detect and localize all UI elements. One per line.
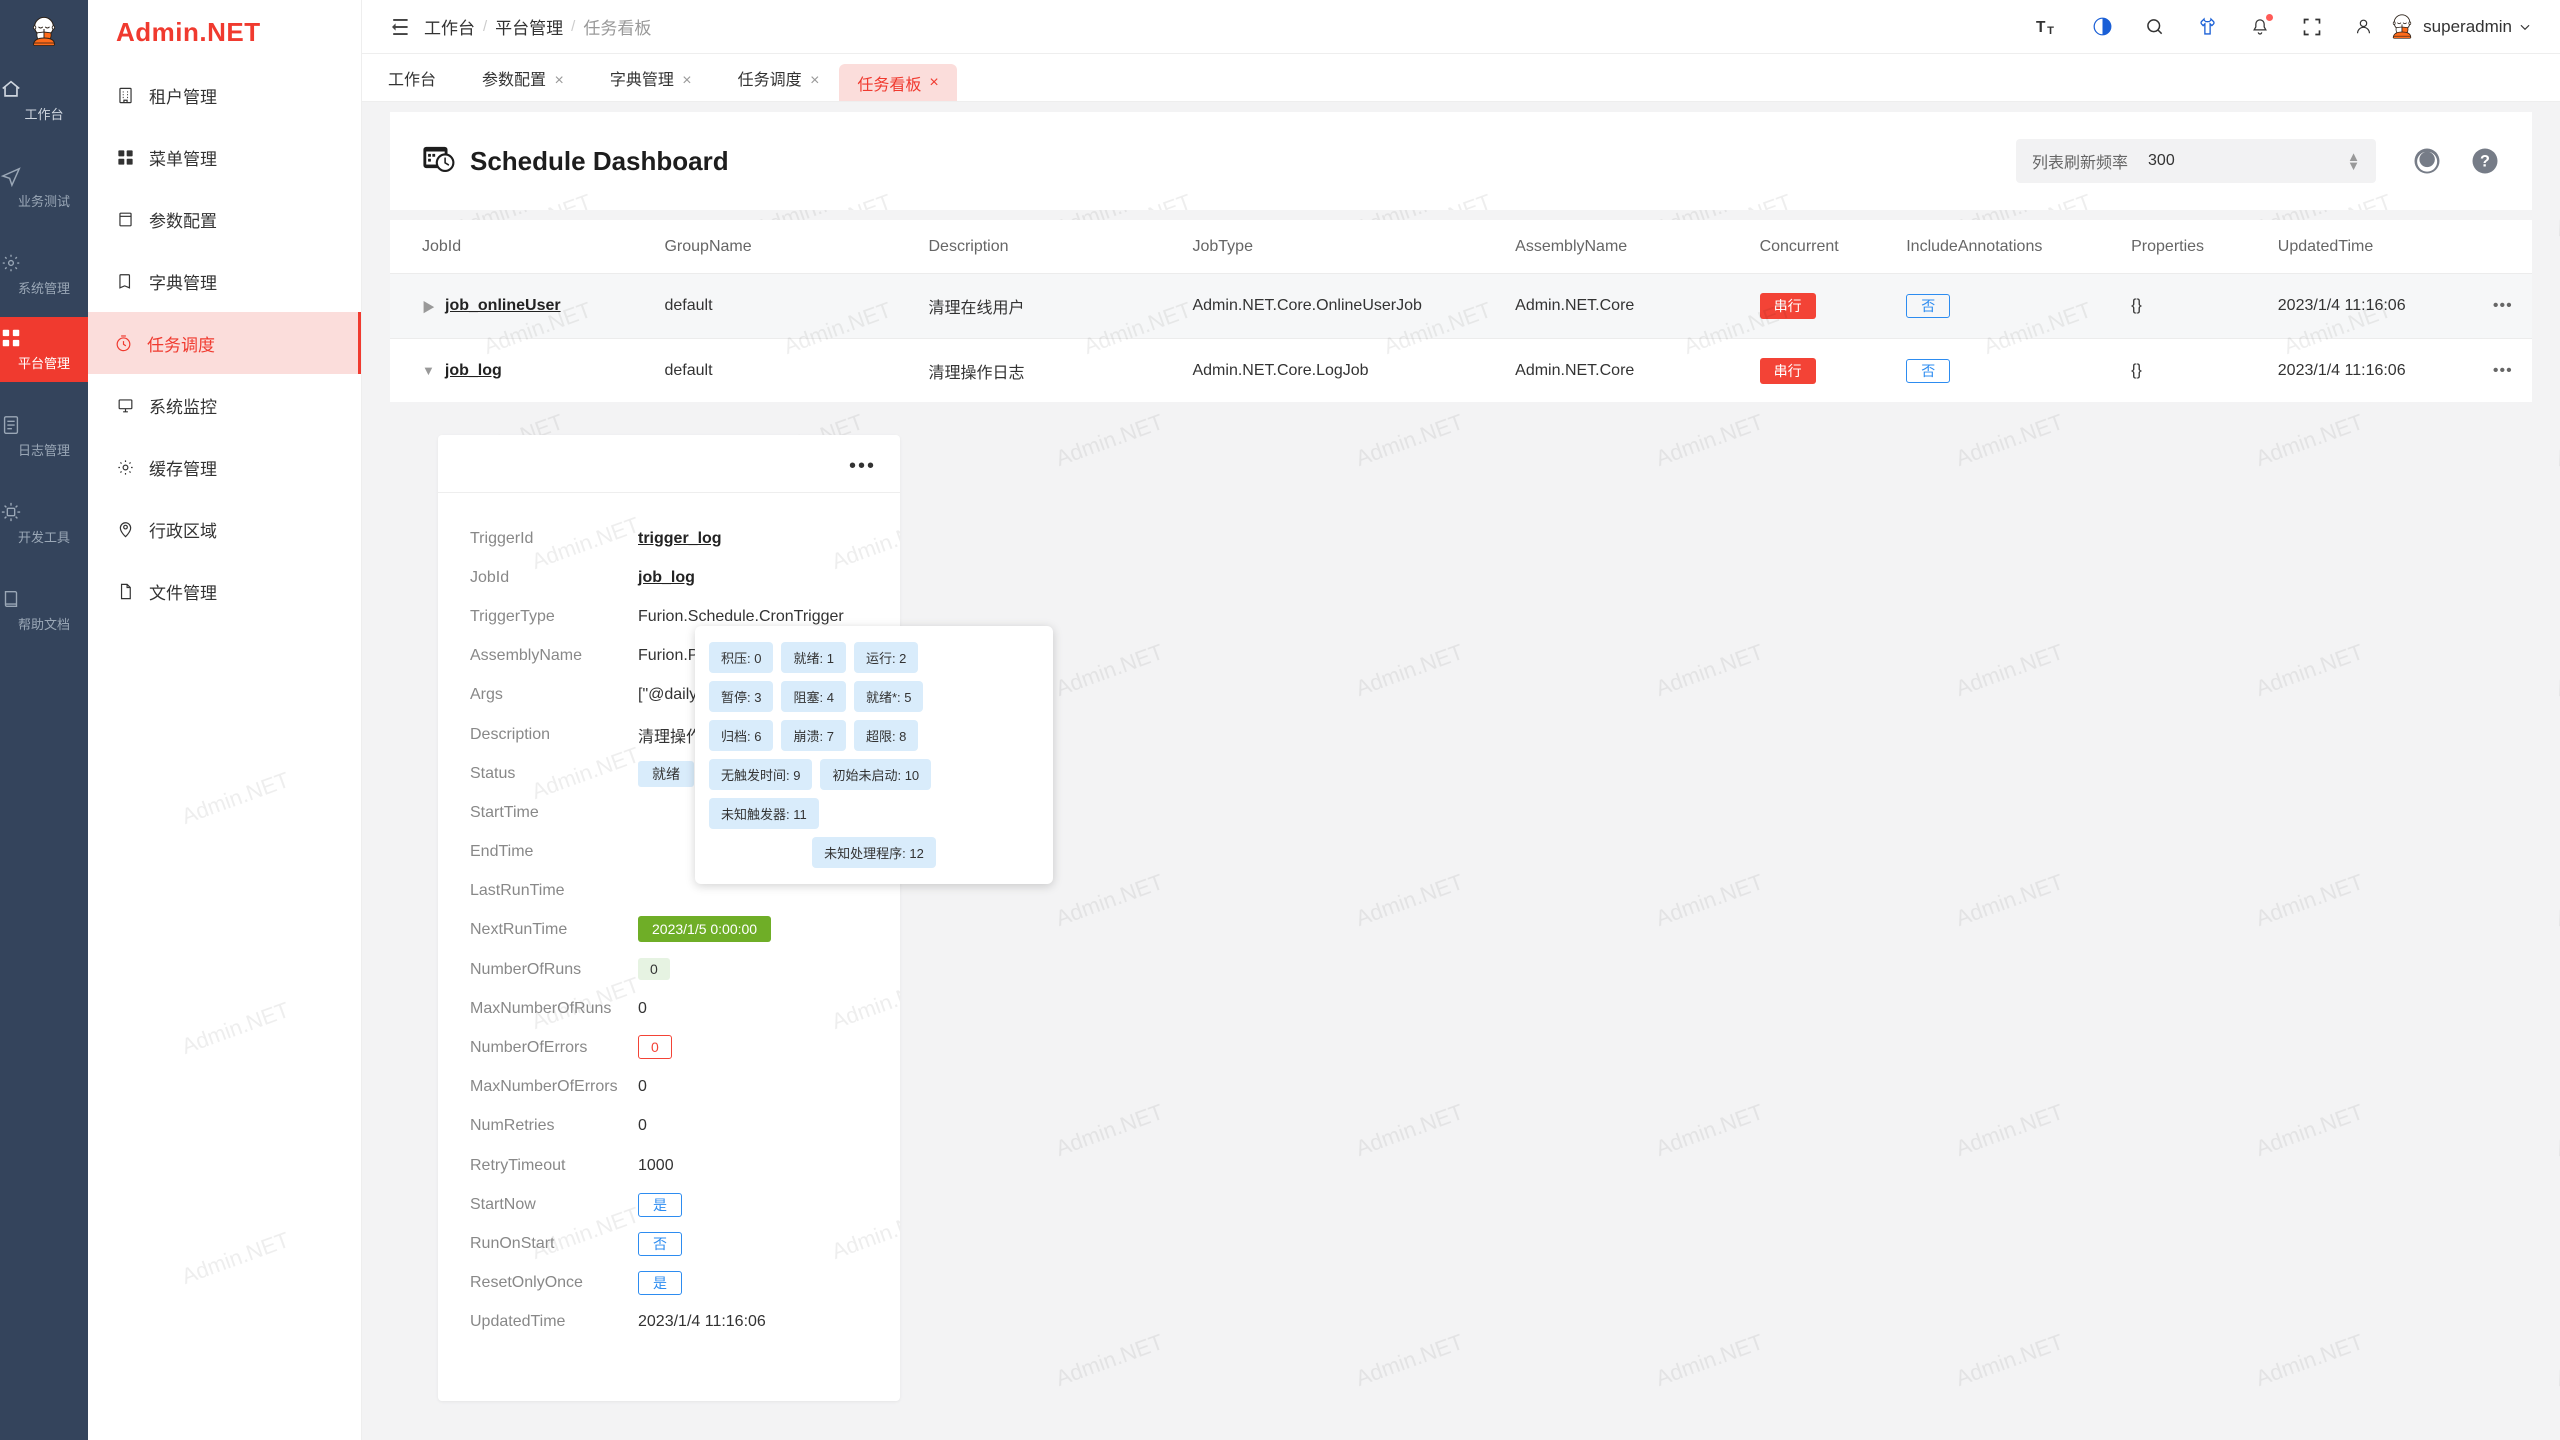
- svg-text:T: T: [2047, 24, 2054, 36]
- svg-text:T: T: [2036, 19, 2046, 36]
- svg-text:?: ?: [2480, 153, 2490, 171]
